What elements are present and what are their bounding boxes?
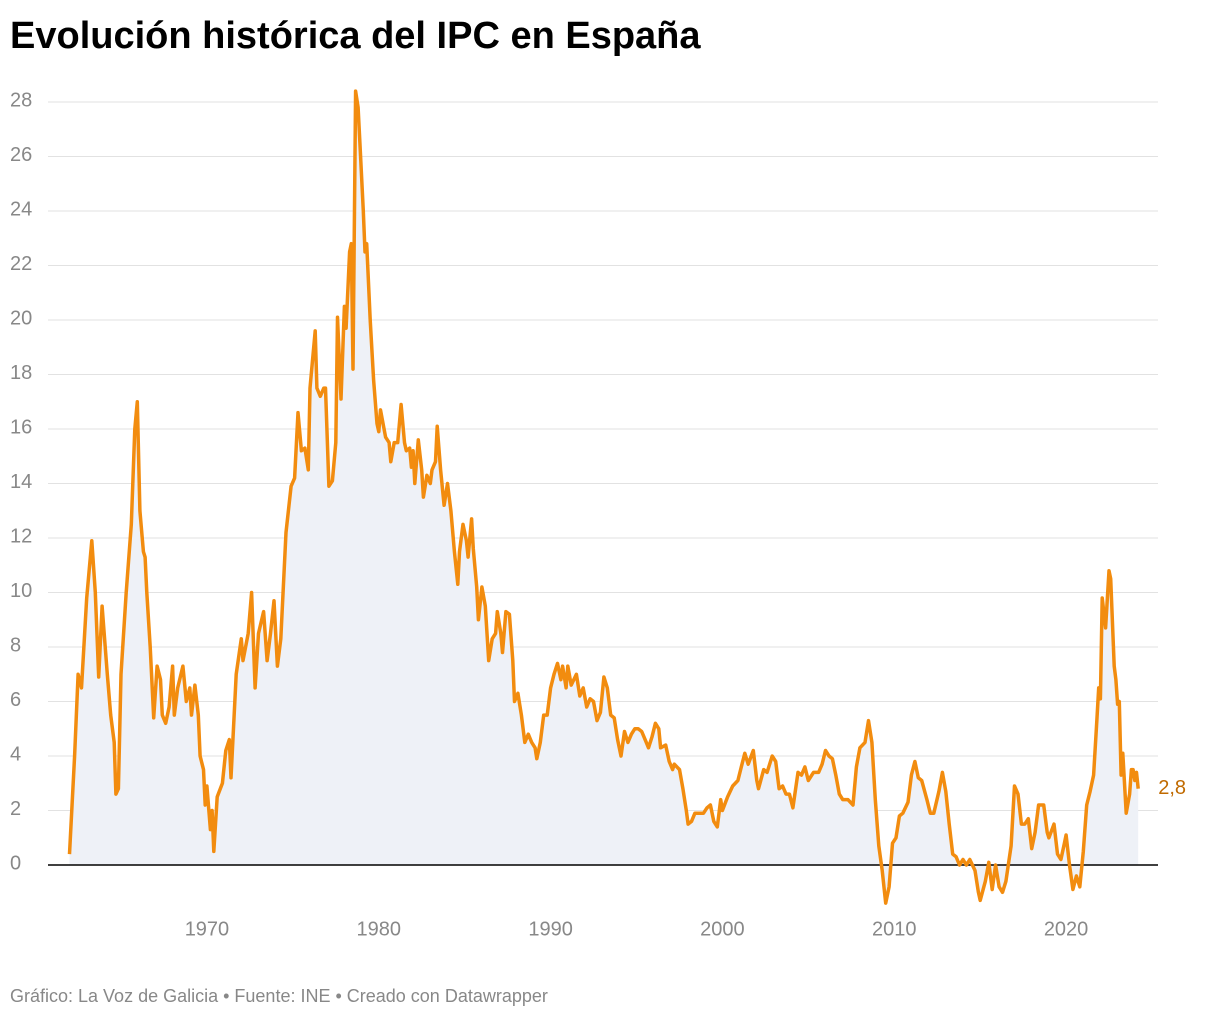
y-tick-label: 12 <box>10 525 32 547</box>
y-tick-label: 16 <box>10 416 32 438</box>
y-tick-label: 18 <box>10 362 32 384</box>
y-tick-label: 20 <box>10 307 32 329</box>
y-tick-label: 10 <box>10 580 32 602</box>
source: Gráfico: La Voz de Galicia • Fuente: INE… <box>10 986 548 1006</box>
y-tick-label: 14 <box>10 471 32 493</box>
y-tick-label: 2 <box>10 798 21 820</box>
y-tick-label: 8 <box>10 634 21 656</box>
x-tick-label: 1980 <box>357 918 402 940</box>
x-tick-label: 1990 <box>528 918 573 940</box>
x-tick-label: 1970 <box>185 918 230 940</box>
y-tick-label: 24 <box>10 198 32 220</box>
line <box>67 89 1140 905</box>
chart-title: Evolución histórica del IPC en España <box>10 15 701 57</box>
y-tick-label: 22 <box>10 253 32 275</box>
area <box>69 91 1139 904</box>
y-tick-label: 4 <box>10 743 21 765</box>
end-label: 2,8 <box>1158 777 1186 799</box>
y-tick-label: 0 <box>10 852 21 874</box>
x-tick-label: 2000 <box>700 918 745 940</box>
y-tick-label: 28 <box>10 89 32 111</box>
y-tick-label: 26 <box>10 144 32 166</box>
y-tick-label: 6 <box>10 689 21 711</box>
x-tick-label: 2010 <box>872 918 917 940</box>
x-tick-label: 2020 <box>1044 918 1089 940</box>
